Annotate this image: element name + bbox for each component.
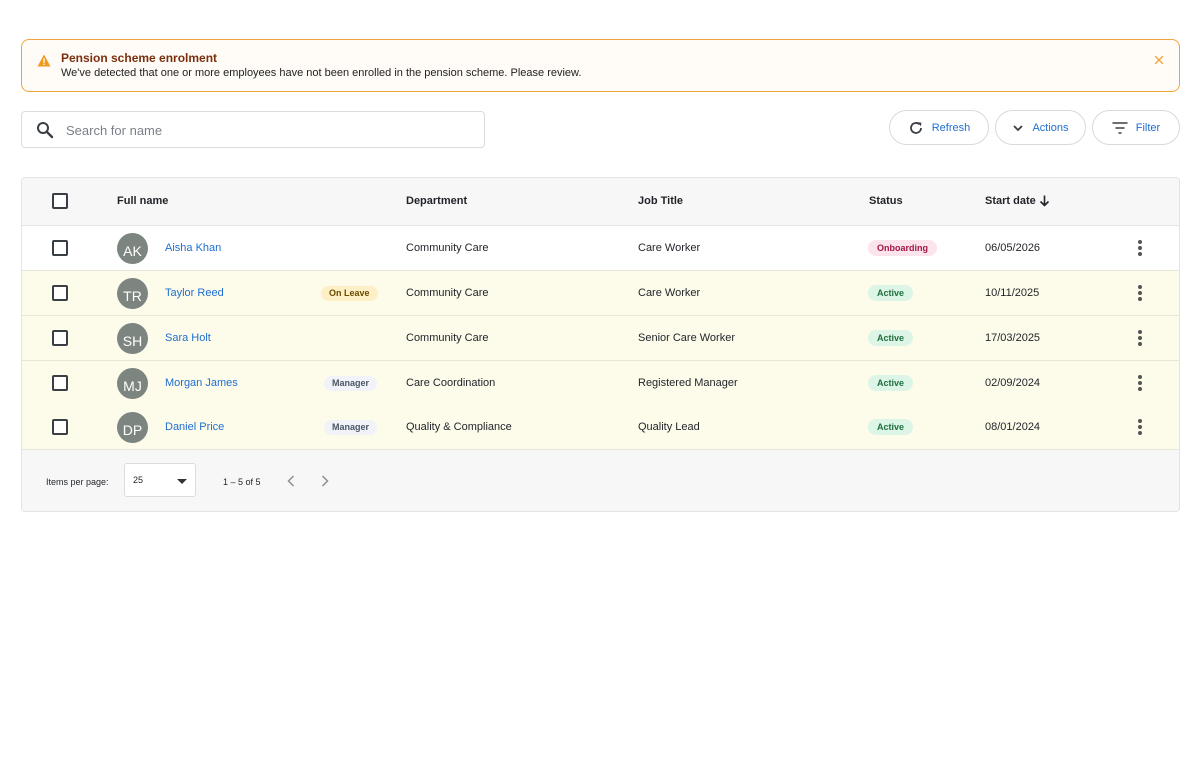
- job-title-cell: Quality Lead: [638, 421, 700, 433]
- employee-name-link[interactable]: Daniel Price: [165, 421, 225, 433]
- caret-down-icon: [177, 479, 187, 484]
- table-row[interactable]: MJ Morgan James Manager Care Coordinatio…: [22, 361, 1179, 406]
- table-header: Full name Department Job Title Status St…: [22, 178, 1179, 226]
- arrow-down-icon[interactable]: [1039, 195, 1050, 207]
- department-cell: Community Care: [406, 332, 489, 344]
- status-badge: Onboarding: [868, 240, 937, 256]
- department-cell: Care Coordination: [406, 377, 496, 389]
- items-per-page-value: 25: [133, 475, 144, 485]
- status-badge: Active: [868, 330, 914, 346]
- start-date-cell: 10/11/2025: [985, 287, 1040, 299]
- chevron-left-icon[interactable]: [286, 474, 296, 488]
- start-date-cell: 02/09/2024: [985, 377, 1041, 389]
- row-checkbox[interactable]: [52, 375, 68, 391]
- avatar: SH: [117, 323, 148, 354]
- filter-button[interactable]: Filter: [1092, 110, 1180, 145]
- job-title-cell: Registered Manager: [638, 377, 738, 389]
- avatar: AK: [117, 233, 148, 264]
- alert-title: Pension scheme enrolment: [61, 51, 218, 65]
- actions-label: Actions: [1032, 121, 1069, 134]
- job-title-cell: Senior Care Worker: [638, 332, 735, 344]
- employee-name-link[interactable]: Sara Holt: [165, 332, 211, 344]
- employee-name-link[interactable]: Taylor Reed: [165, 287, 224, 299]
- department-cell: Community Care: [406, 287, 489, 299]
- pension-alert: Pension scheme enrolment We've detected …: [21, 39, 1180, 92]
- search-icon: [37, 122, 54, 139]
- search-box: [21, 111, 485, 148]
- search-input[interactable]: [66, 118, 466, 142]
- row-checkbox[interactable]: [52, 330, 68, 346]
- close-icon[interactable]: [1151, 52, 1167, 68]
- job-title-cell: Care Worker: [638, 242, 701, 254]
- employee-name-link[interactable]: Aisha Khan: [165, 242, 222, 254]
- pagination-range: 1 – 5 of 5: [223, 477, 261, 487]
- header-job-title[interactable]: Job Title: [638, 195, 684, 207]
- avatar: MJ: [117, 368, 148, 399]
- kebab-icon[interactable]: [1138, 330, 1142, 346]
- filter-icon: [1112, 121, 1128, 134]
- start-date-cell: 08/01/2024: [985, 421, 1041, 433]
- select-all-checkbox[interactable]: [52, 193, 68, 209]
- alert-message: We've detected that one or more employee…: [61, 67, 582, 79]
- warning-icon: [37, 54, 51, 67]
- header-status[interactable]: Status: [869, 195, 903, 207]
- manager-badge: Manager: [324, 376, 378, 391]
- row-checkbox[interactable]: [52, 419, 68, 435]
- refresh-button[interactable]: Refresh: [889, 110, 989, 145]
- avatar: TR: [117, 278, 148, 309]
- row-checkbox[interactable]: [52, 240, 68, 256]
- table-footer: Items per page: 25 1 – 5 of 5: [22, 450, 1179, 511]
- avatar: DP: [117, 412, 148, 443]
- header-department[interactable]: Department: [406, 195, 468, 207]
- table-row[interactable]: SH Sara Holt Community Care Senior Care …: [22, 316, 1179, 361]
- items-per-page-select[interactable]: 25: [124, 463, 196, 497]
- employee-name-link[interactable]: Morgan James: [165, 377, 238, 389]
- table-row[interactable]: TR Taylor Reed On Leave Community Care C…: [22, 271, 1179, 316]
- status-badge: Active: [868, 285, 914, 301]
- refresh-icon: [909, 121, 922, 134]
- row-checkbox[interactable]: [52, 285, 68, 301]
- on-leave-badge: On Leave: [321, 286, 378, 301]
- chevron-right-icon[interactable]: [320, 474, 330, 488]
- department-cell: Quality & Compliance: [406, 421, 512, 433]
- status-badge: Active: [868, 375, 914, 391]
- employee-table: Full name Department Job Title Status St…: [21, 177, 1180, 512]
- start-date-cell: 06/05/2026: [985, 242, 1041, 254]
- header-full-name[interactable]: Full name: [117, 195, 169, 207]
- manager-badge: Manager: [324, 420, 378, 435]
- kebab-icon[interactable]: [1138, 375, 1142, 391]
- chevron-down-icon: [1013, 124, 1024, 131]
- table-row[interactable]: DP Daniel Price Manager Quality & Compli…: [22, 405, 1179, 450]
- start-date-cell: 17/03/2025: [985, 332, 1041, 344]
- items-per-page-label: Items per page:: [46, 477, 109, 487]
- filter-label: Filter: [1135, 121, 1161, 134]
- kebab-icon[interactable]: [1138, 240, 1142, 256]
- table-row[interactable]: AK Aisha Khan Community Care Care Worker…: [22, 226, 1179, 271]
- kebab-icon[interactable]: [1138, 285, 1142, 301]
- department-cell: Community Care: [406, 242, 489, 254]
- refresh-label: Refresh: [931, 121, 971, 134]
- header-start-date[interactable]: Start date: [985, 195, 1036, 207]
- actions-button[interactable]: Actions: [995, 110, 1086, 145]
- status-badge: Active: [868, 419, 914, 435]
- job-title-cell: Care Worker: [638, 287, 701, 299]
- kebab-icon[interactable]: [1138, 419, 1142, 435]
